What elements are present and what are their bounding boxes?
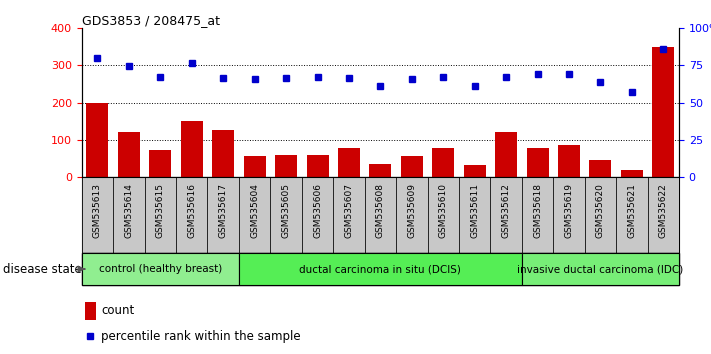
Bar [365,177,396,253]
Bar [495,132,517,177]
Text: percentile rank within the sample: percentile rank within the sample [102,330,301,343]
Text: GDS3853 / 208475_at: GDS3853 / 208475_at [82,14,220,27]
Text: GSM535607: GSM535607 [344,183,353,238]
Bar [648,177,679,253]
Text: GSM535606: GSM535606 [313,183,322,238]
Text: GSM535615: GSM535615 [156,183,165,238]
Bar [491,177,522,253]
Bar [176,177,208,253]
Text: GSM535617: GSM535617 [219,183,228,238]
Bar [212,130,234,177]
Bar [275,155,297,177]
Bar [427,177,459,253]
Text: GSM535604: GSM535604 [250,183,259,238]
Bar [144,177,176,253]
Text: control (healthy breast): control (healthy breast) [99,264,222,274]
Bar [87,103,109,177]
Bar [113,177,144,253]
Text: ductal carcinoma in situ (DCIS): ductal carcinoma in situ (DCIS) [299,264,461,274]
Bar [118,132,140,177]
Bar [652,47,674,177]
Text: GSM535614: GSM535614 [124,183,134,238]
Text: GSM535613: GSM535613 [93,183,102,238]
Text: GSM535619: GSM535619 [565,183,574,238]
Bar [553,177,584,253]
Bar [459,177,491,253]
Bar [82,177,679,253]
Bar [558,145,580,177]
Text: GSM535605: GSM535605 [282,183,291,238]
Bar [82,177,113,253]
Bar [301,177,333,253]
Bar [522,177,553,253]
Bar [208,177,239,253]
Text: GSM535608: GSM535608 [376,183,385,238]
Text: GSM535618: GSM535618 [533,183,542,238]
Text: invasive ductal carcinoma (IDC): invasive ductal carcinoma (IDC) [518,264,683,274]
Bar [181,121,203,177]
Bar [338,148,360,177]
Bar [270,177,301,253]
Bar [149,150,171,177]
Bar [401,156,423,177]
Text: GSM535616: GSM535616 [187,183,196,238]
Bar [584,177,616,253]
Bar [82,253,239,285]
Text: GSM535621: GSM535621 [627,183,636,238]
Text: GSM535622: GSM535622 [659,183,668,238]
Bar [370,164,391,177]
Bar [396,177,427,253]
Text: GSM535611: GSM535611 [470,183,479,238]
Text: count: count [102,304,134,317]
Text: GSM535610: GSM535610 [439,183,448,238]
Bar [239,177,270,253]
Bar [85,302,95,320]
Bar [621,170,643,177]
Bar [464,165,486,177]
Text: disease state: disease state [3,263,82,275]
Bar [616,177,648,253]
Bar [333,177,365,253]
Bar [522,253,679,285]
Bar [589,160,611,177]
Bar [239,253,522,285]
Bar [244,156,266,177]
Bar [527,148,549,177]
Text: GSM535620: GSM535620 [596,183,605,238]
Text: GSM535612: GSM535612 [502,183,510,238]
Text: GSM535609: GSM535609 [407,183,417,238]
Bar [306,155,328,177]
Bar [432,148,454,177]
